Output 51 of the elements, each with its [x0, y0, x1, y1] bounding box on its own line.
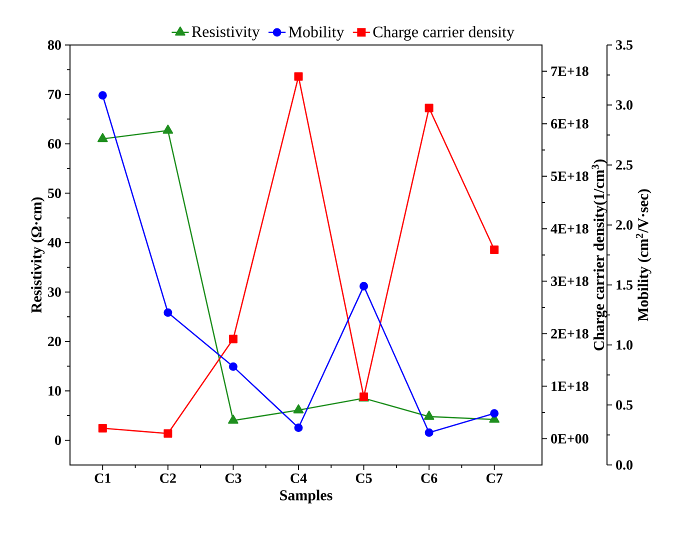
legend-label: Resistivity: [192, 26, 260, 40]
point: [228, 414, 238, 424]
y-tick-label: 80: [48, 40, 61, 50]
y-tick-label: 0: [55, 436, 61, 446]
y3-tick-label: 3.0: [616, 100, 632, 110]
point: [424, 410, 434, 420]
y2-tick-label: 0E+00: [551, 434, 588, 444]
x-tick-label: C7: [486, 474, 503, 483]
point: [490, 409, 499, 418]
point: [360, 282, 368, 290]
point: [294, 424, 303, 432]
y2-tick-label: 1E+18: [552, 382, 588, 391]
y2-tick-label: 5E+18: [551, 172, 588, 181]
x-tick-label: C5: [356, 474, 372, 483]
point: [228, 362, 238, 371]
y-tick-label: 30: [48, 287, 61, 297]
y2-axis-title: Charge carrier density(1/cm$^{3}$): [592, 159, 608, 350]
y2-tick-label: 7E+18: [551, 66, 588, 76]
y2-tick-label: 6E+18: [551, 119, 588, 128]
y3-tick-label: 0.5: [616, 400, 633, 410]
y-axis-title: Resistivity (Ω·cm): [30, 197, 45, 314]
y-tick-label: 40: [48, 238, 61, 248]
point: [162, 124, 174, 134]
point: [424, 428, 434, 437]
y-tick-label: 70: [48, 90, 61, 100]
x-tick-label: C6: [421, 474, 438, 483]
y2-tick-label: 3E+18: [551, 276, 588, 286]
y3-tick-label: 3.5: [616, 40, 633, 50]
y-tick-label: 20: [48, 336, 61, 346]
y-tick-label: 60: [48, 139, 61, 149]
y-tick-label: 10: [48, 386, 61, 396]
y3-tick-label: 0.0: [616, 460, 632, 470]
y2-tick-label: 4E+18: [550, 224, 588, 234]
y2-tick-label: 2E+18: [551, 329, 588, 338]
y3-tick-label: 1.0: [616, 340, 632, 350]
point: [97, 133, 108, 142]
point: [293, 404, 304, 414]
x-axis-title: Samples: [280, 490, 332, 504]
x-tick-label: C4: [290, 474, 307, 483]
x-tick-label: C1: [94, 474, 110, 483]
legend-label: Charge carrier density: [373, 26, 514, 41]
y3-axis-title: Mobility (cm$^{2}$/V·sec): [636, 189, 652, 322]
y3-tick-label: 2.0: [616, 220, 632, 230]
x-tick-label: C3: [225, 474, 242, 483]
y3-tick-label: 2.5: [616, 160, 633, 170]
x-tick-label: C2: [160, 474, 176, 483]
point: [164, 308, 172, 317]
y-tick-label: 50: [48, 188, 61, 198]
legend-label: Mobility: [288, 26, 344, 41]
y3-tick-label: 1.5: [616, 280, 633, 290]
point: [98, 91, 107, 100]
